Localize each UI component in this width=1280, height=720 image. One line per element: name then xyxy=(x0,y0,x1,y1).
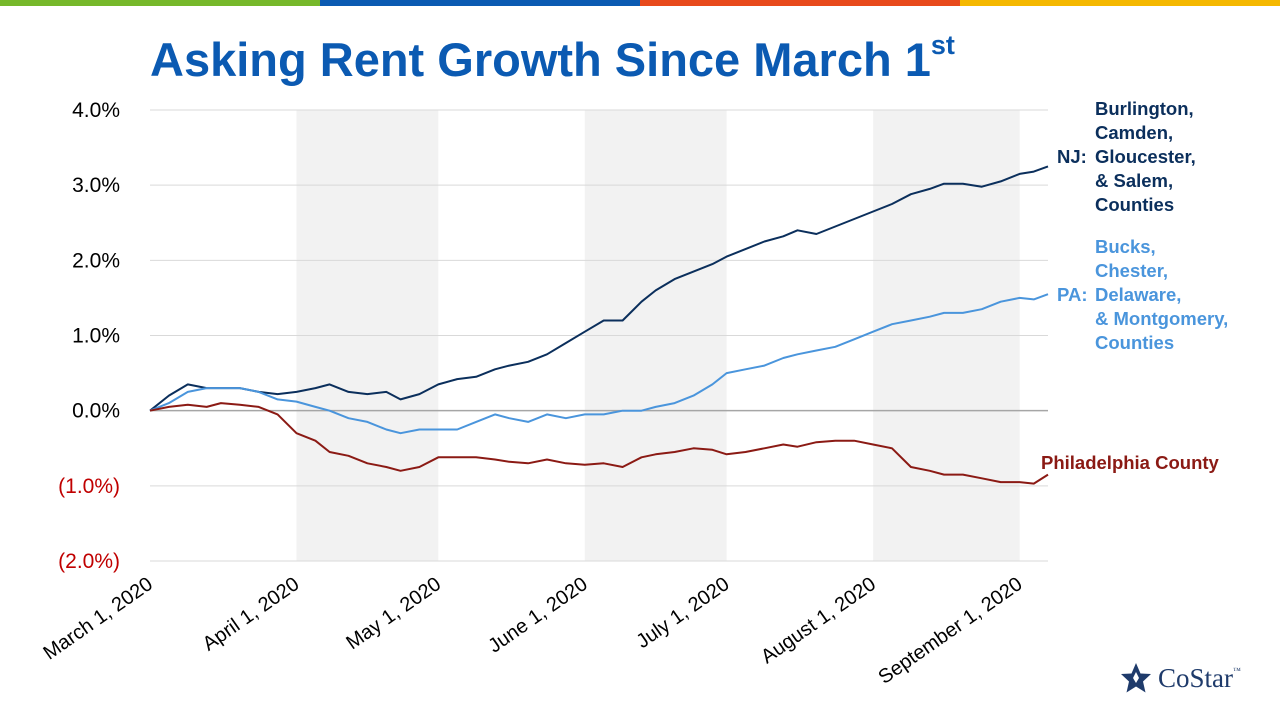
y-tick-label: (1.0%) xyxy=(58,475,120,498)
page-title: Asking Rent Growth Since March 1st xyxy=(150,30,955,87)
legend-pa-line: Bucks, xyxy=(1095,236,1156,257)
title-main: Asking Rent Growth Since March 1 xyxy=(150,33,931,86)
x-tick-label: March 1, 2020 xyxy=(40,573,157,664)
logo-text: CoStar™ xyxy=(1158,663,1241,694)
y-tick-label: 1.0% xyxy=(72,325,120,348)
legend-nj-line: & Salem, xyxy=(1095,170,1174,191)
top-bar-green xyxy=(0,0,320,6)
top-bar-orange xyxy=(640,0,960,6)
x-tick-label: April 1, 2020 xyxy=(199,573,304,655)
legend-pa-prefix: PA: xyxy=(1057,284,1088,305)
legend-pa-line: Chester, xyxy=(1095,260,1169,281)
legend-nj-line: Counties xyxy=(1095,194,1175,215)
top-bar-blue xyxy=(320,0,640,6)
costar-star-icon xyxy=(1121,663,1151,693)
title-superscript: st xyxy=(930,30,955,60)
series-line-nj xyxy=(149,165,1049,412)
x-tick-label: August 1, 2020 xyxy=(757,573,880,668)
legend-nj-line: Camden, xyxy=(1095,122,1174,143)
logo-name: CoStar xyxy=(1158,662,1234,693)
series-line-pa xyxy=(149,293,1049,435)
legend-pa-line: Counties xyxy=(1095,332,1175,353)
y-tick-label: 2.0% xyxy=(72,249,120,272)
legend-nj-prefix: NJ: xyxy=(1057,146,1087,167)
y-tick-label: 3.0% xyxy=(72,174,120,197)
x-tick-label: September 1, 2020 xyxy=(875,573,1027,689)
top-color-bar xyxy=(0,0,1280,6)
legend-pa-line: & Montgomery, xyxy=(1095,308,1229,329)
legend-phl: Philadelphia County xyxy=(1041,452,1219,473)
y-tick-label: 0.0% xyxy=(72,400,120,423)
x-tick-label: July 1, 2020 xyxy=(633,573,734,653)
x-tick-label: June 1, 2020 xyxy=(484,573,591,657)
logo-trademark: ™ xyxy=(1233,665,1241,675)
legend-nj-line: Burlington, xyxy=(1095,98,1194,119)
y-tick-label: (2.0%) xyxy=(58,550,120,573)
top-bar-yellow xyxy=(960,0,1280,6)
legend-pa-line: Delaware, xyxy=(1095,284,1182,305)
legend-nj-line: Gloucester, xyxy=(1095,146,1196,167)
x-tick-label: May 1, 2020 xyxy=(342,573,445,654)
y-tick-label: 4.0% xyxy=(72,99,120,122)
series-line-phl xyxy=(149,402,1049,485)
costar-logo: CoStar™ xyxy=(1120,662,1241,694)
